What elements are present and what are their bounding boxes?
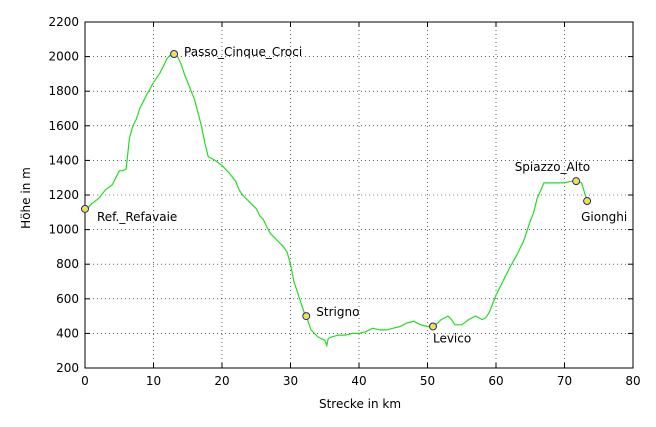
y-tick-label: 1800 — [48, 84, 79, 98]
y-tick-label: 1000 — [48, 223, 79, 237]
y-tick-label: 200 — [56, 361, 79, 375]
waypoints: Ref._Refavaie Passo_Cinque_Croci Strigno Le… — [81, 45, 627, 345]
x-tick-label: 60 — [488, 374, 503, 388]
waypoint-marker — [302, 312, 311, 321]
x-tick-label: 30 — [283, 374, 298, 388]
y-tick-label: 2000 — [48, 50, 79, 64]
waypoint-label: Gionghi — [581, 210, 627, 224]
waypoint-marker — [170, 50, 179, 59]
waypoint-label: Strigno — [316, 305, 359, 319]
x-tick-label: 80 — [625, 374, 640, 388]
waypoint-marker — [428, 322, 437, 331]
profile-line-group — [84, 53, 588, 348]
axes: 2004006008001000120014001600180020002200… — [48, 15, 640, 388]
y-axis-label: Höhe in m — [19, 167, 33, 229]
grid — [85, 22, 633, 368]
x-tick-label: 20 — [214, 374, 229, 388]
elevation-profile-line — [84, 53, 588, 348]
waypoint-label: Levico — [433, 331, 471, 345]
y-tick-label: 1600 — [48, 119, 79, 133]
y-tick-label: 1400 — [48, 153, 79, 167]
x-tick-label: 10 — [146, 374, 161, 388]
x-tick-label: 70 — [557, 374, 572, 388]
waypoint-marker — [81, 204, 89, 213]
y-tick-label: 400 — [56, 326, 79, 340]
x-tick-label: 40 — [351, 374, 366, 388]
y-tick-label: 2200 — [48, 15, 79, 29]
x-tick-label: 0 — [81, 374, 89, 388]
y-tick-label: 800 — [56, 257, 79, 271]
x-axis-label: Strecke in km — [319, 397, 401, 411]
y-tick-label: 600 — [56, 292, 79, 306]
y-tick-label: 1200 — [48, 188, 79, 202]
waypoint-marker — [572, 177, 581, 186]
x-tick-label: 50 — [420, 374, 435, 388]
waypoint-label: Passo_Cinque_Croci — [184, 45, 302, 59]
waypoint-marker — [583, 197, 592, 206]
waypoint-label: Spiazzo_Alto — [515, 160, 590, 174]
waypoint-label: Ref._Refavaie — [97, 210, 177, 224]
plot-frame — [84, 21, 634, 369]
